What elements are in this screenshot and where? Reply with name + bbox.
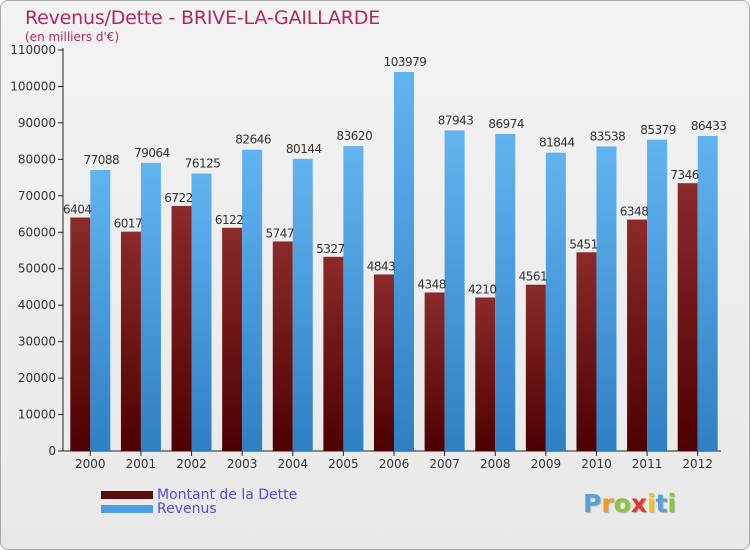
data-label-debt: 5327 <box>316 242 345 256</box>
y-tick-label: 80000 <box>18 152 56 166</box>
data-label-debt: 4210 <box>468 283 497 297</box>
chart-subtitle: (en milliers d'€) <box>25 30 120 44</box>
chart-title: Revenus/Dette - BRIVE-LA-GAILLARDE <box>25 7 381 29</box>
x-tick-label: 2002 <box>176 457 207 471</box>
data-label-revenue: 83538 <box>590 129 626 143</box>
legend-swatch-debt <box>101 491 153 499</box>
y-tick-label: 90000 <box>18 116 56 130</box>
bar-debt <box>677 183 698 452</box>
bar-revenue <box>140 162 161 451</box>
y-tick-label: 110000 <box>10 43 56 57</box>
y-tick-label: 20000 <box>18 371 56 385</box>
bar-revenue <box>596 146 617 452</box>
y-tick-label: 0 <box>48 444 56 458</box>
bar-debt <box>70 217 91 451</box>
labels-layer: 6404 77088 6017 79064 6722 76125 6122 82646 5747… <box>63 55 727 297</box>
bar-revenue <box>343 146 364 451</box>
data-label-debt: 6722 <box>164 191 193 205</box>
legend-label-revenue: Revenus <box>157 501 217 517</box>
y-tick-label: 40000 <box>18 298 56 312</box>
bar-revenue <box>242 149 263 451</box>
data-label-debt: 6017 <box>114 217 143 231</box>
x-tick-label: 2006 <box>379 457 410 471</box>
y-tick-label: 30000 <box>18 335 56 349</box>
data-label-revenue: 86974 <box>488 117 524 131</box>
bars-layer <box>70 71 718 452</box>
data-label-revenue: 76125 <box>185 156 221 170</box>
bar-revenue <box>647 139 668 451</box>
data-label-revenue: 83620 <box>337 129 373 143</box>
x-tick-label: 2004 <box>277 457 308 471</box>
data-label-revenue: 79064 <box>134 146 170 160</box>
y-tick-label: 50000 <box>18 262 56 276</box>
x-tick-label: 2005 <box>328 457 359 471</box>
bar-debt <box>120 231 141 451</box>
bar-revenue <box>90 169 111 452</box>
logo-letter: t <box>655 489 668 518</box>
data-label-debt: 7346 <box>670 168 699 182</box>
y-tick-label: 70000 <box>18 189 56 203</box>
data-label-revenue: 82646 <box>235 133 271 147</box>
bar-debt <box>323 256 344 451</box>
y-tick-label: 60000 <box>18 225 56 239</box>
bar-debt <box>627 219 648 451</box>
data-label-revenue: 85379 <box>640 123 676 137</box>
data-label-debt: 5451 <box>569 237 598 251</box>
legend-swatch-revenue <box>101 505 153 513</box>
x-tick-label: 2011 <box>632 457 663 471</box>
bar-revenue <box>292 158 313 451</box>
bar-debt <box>272 241 293 451</box>
bar-debt <box>424 292 445 451</box>
x-tick-label: 2012 <box>682 457 713 471</box>
bar-debt <box>222 227 243 451</box>
data-label-revenue: 86433 <box>691 119 727 133</box>
bar-debt <box>576 252 597 451</box>
logo-letter: r <box>601 489 614 518</box>
data-label-debt: 5747 <box>265 226 294 240</box>
data-label-revenue: 103979 <box>384 55 427 69</box>
bar-revenue <box>191 173 212 451</box>
data-label-debt: 6348 <box>620 205 649 219</box>
logo-letter: P <box>583 489 602 518</box>
y-tick-label: 100000 <box>10 79 56 93</box>
data-label-debt: 4561 <box>519 270 548 284</box>
bar-revenue <box>495 133 516 451</box>
y-tick-label: 10000 <box>18 408 56 422</box>
logo-letter: o <box>613 489 631 518</box>
bar-revenue <box>545 152 566 451</box>
bar-revenue <box>697 135 718 452</box>
x-tick-label: 2001 <box>126 457 157 471</box>
x-tick-label: 2010 <box>581 457 612 471</box>
data-label-debt: 4843 <box>367 259 396 273</box>
data-label-debt: 6122 <box>215 213 244 227</box>
logo-letter: i <box>667 489 677 518</box>
bar-debt <box>171 205 192 451</box>
x-tick-label: 2009 <box>531 457 562 471</box>
x-tick-label: 2003 <box>227 457 258 471</box>
bar-revenue <box>444 130 465 452</box>
data-label-revenue: 81844 <box>539 136 575 150</box>
bar-debt <box>374 274 394 451</box>
logo-letter: x <box>630 489 647 518</box>
x-tick-label: 2000 <box>75 457 106 471</box>
bar-debt <box>475 297 496 451</box>
bar-revenue <box>394 71 414 451</box>
data-label-revenue: 80144 <box>286 142 322 156</box>
data-label-revenue: 77088 <box>83 153 119 167</box>
x-tick-label: 2008 <box>480 457 511 471</box>
x-tick-label: 2007 <box>429 457 460 471</box>
legend-label-debt: Montant de la Dette <box>157 487 298 503</box>
bar-debt <box>525 284 546 451</box>
proxiti-logo: Proxiti <box>583 489 676 518</box>
data-label-debt: 4348 <box>417 277 446 291</box>
logo-letter: i <box>647 489 656 518</box>
data-label-debt: 6404 <box>63 203 92 217</box>
data-label-revenue: 87943 <box>438 113 474 127</box>
